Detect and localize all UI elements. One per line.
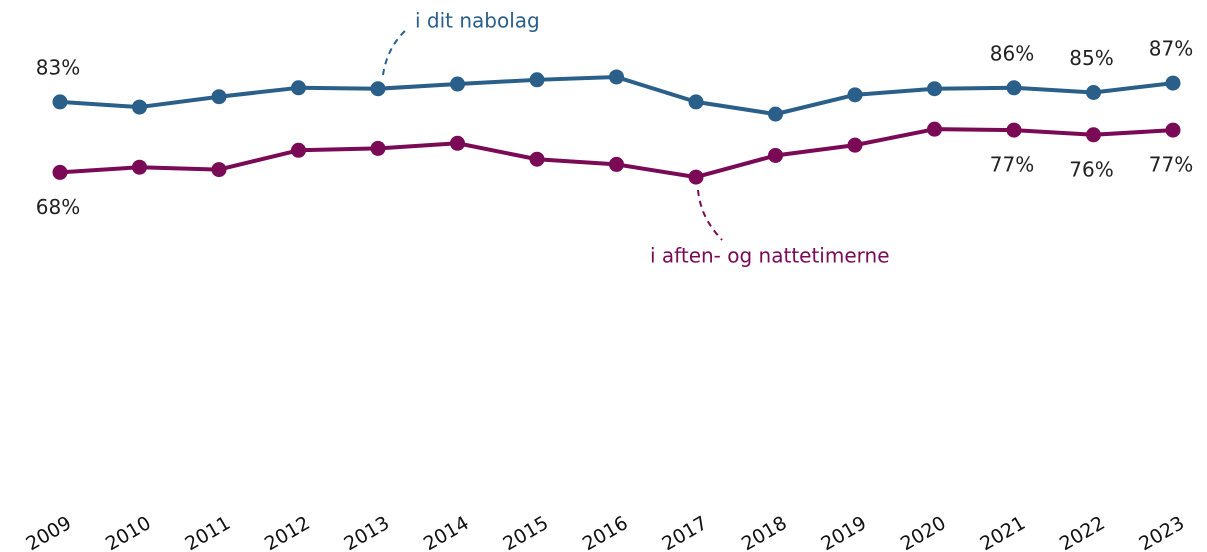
data-label: 77% (1149, 153, 1193, 177)
point (927, 81, 942, 97)
point (1165, 75, 1181, 91)
point (529, 72, 545, 88)
point (688, 169, 704, 185)
x-tick-label: 2019 (817, 512, 870, 552)
point (291, 80, 306, 96)
point (52, 164, 68, 180)
point (211, 162, 227, 178)
x-tick-label: 2018 (738, 512, 791, 552)
point (847, 137, 863, 153)
data-label: 83% (36, 55, 80, 79)
x-tick-label: 2009 (22, 512, 75, 552)
series-label: i dit nabolag (415, 9, 540, 33)
point (768, 147, 783, 163)
point (132, 99, 147, 115)
x-tick-label: 2022 (1056, 512, 1109, 552)
data-label: 68% (36, 195, 80, 219)
x-tick-label: 2017 (658, 512, 711, 552)
point (688, 94, 704, 110)
point (1086, 85, 1101, 100)
point (1165, 122, 1181, 138)
data-label: 85% (1069, 46, 1113, 70)
x-tick-label: 2016 (579, 512, 632, 552)
data-label: 77% (990, 153, 1034, 177)
data-label: 76% (1069, 157, 1113, 181)
point (609, 156, 624, 172)
annotation-leader (697, 189, 723, 241)
x-tick-label: 2015 (499, 512, 552, 552)
point (370, 81, 386, 97)
data-label: 86% (990, 41, 1034, 65)
point (609, 69, 624, 85)
point (291, 142, 306, 158)
x-tick-label: 2010 (102, 512, 155, 552)
x-tick-label: 2012 (261, 512, 314, 552)
data-label: 87% (1149, 37, 1193, 61)
point (927, 121, 942, 137)
annotation-leader (382, 29, 407, 76)
point (132, 159, 147, 175)
x-tick-label: 2013 (340, 512, 393, 552)
point (370, 140, 386, 156)
point (1086, 127, 1101, 143)
x-tick-label: 2020 (897, 512, 950, 552)
x-tick-label: 2023 (1135, 512, 1188, 552)
series-label: i aften- og nattetimerne (650, 244, 890, 268)
point (1006, 122, 1022, 138)
x-tick-label: 2014 (420, 512, 473, 552)
point (847, 87, 863, 103)
point (211, 89, 227, 105)
point (450, 76, 465, 92)
x-tick-label: 2021 (976, 512, 1029, 552)
point (52, 94, 68, 110)
point (450, 135, 465, 151)
point (529, 151, 545, 167)
point (1006, 80, 1022, 96)
x-tick-label: 2011 (181, 512, 234, 552)
point (768, 106, 783, 122)
